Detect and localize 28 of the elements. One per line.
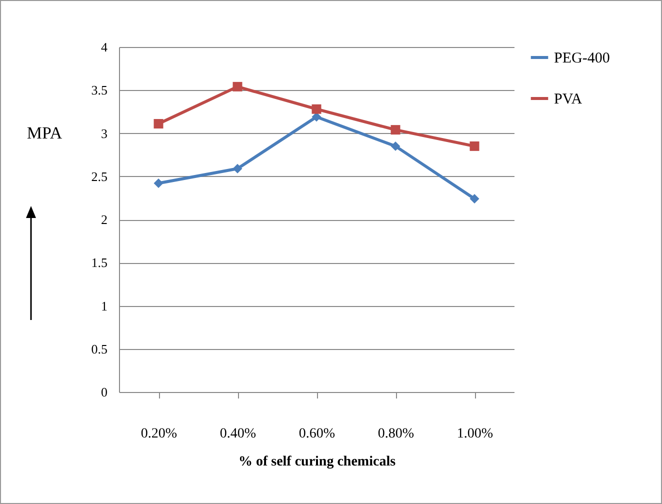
y-tick-label: 1: [101, 298, 108, 314]
point: [312, 104, 322, 114]
x-tick-label: 0.20%: [140, 426, 178, 442]
y-tick-label: 4: [101, 40, 108, 54]
y-tick-label: 3: [101, 126, 108, 141]
y-tick-label: 2.5: [91, 168, 108, 184]
point: [154, 119, 164, 129]
y-axis-title: MPA: [26, 124, 63, 142]
point: [232, 164, 242, 174]
x-tick-label: 0.60%: [298, 426, 336, 442]
y-tick-label: 0: [101, 384, 108, 400]
point: [232, 82, 242, 92]
point: [470, 141, 480, 151]
point: [390, 141, 400, 151]
x-axis-title: % of self curing chemicals: [238, 454, 396, 470]
x-tick-label: 0.40%: [220, 426, 256, 442]
legend-label: PVA: [554, 92, 582, 108]
y-tick-label: 2: [101, 212, 108, 227]
x-tick-label: 1.00%: [456, 426, 494, 442]
point: [154, 178, 164, 188]
point: [390, 125, 400, 135]
point: [470, 194, 480, 204]
y-tick-label: 1.5: [91, 255, 108, 270]
x-tick-label: 0.80%: [378, 426, 414, 442]
point: [312, 112, 322, 122]
y-tick-label: 3.5: [91, 82, 108, 98]
legend-label: PEG-400: [554, 50, 610, 66]
y-tick-label: 0.5: [91, 341, 108, 356]
